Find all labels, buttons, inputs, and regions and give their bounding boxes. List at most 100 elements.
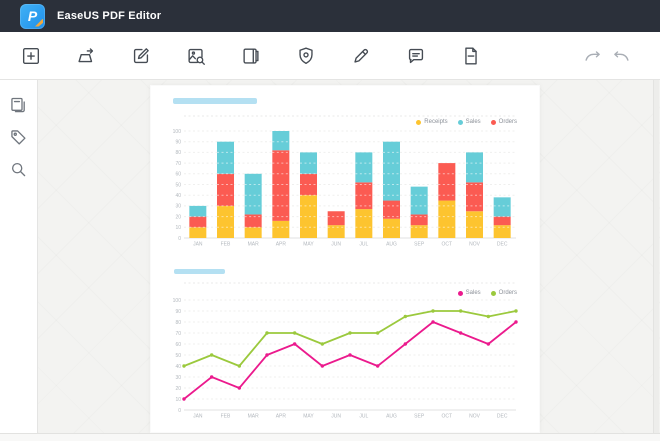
- x-axis-label: DEC: [497, 414, 508, 420]
- data-point: [292, 342, 297, 346]
- bar-segment-receipts: [272, 220, 290, 238]
- data-point: [458, 331, 463, 335]
- data-point: [431, 320, 435, 324]
- tag-icon: [11, 129, 26, 145]
- bar-chart-legend: Receipts Sales Orders: [416, 119, 517, 125]
- data-point: [265, 353, 269, 357]
- undo-arrow-icon: [614, 50, 629, 61]
- data-point: [348, 353, 352, 357]
- legend-item: Orders: [490, 290, 517, 296]
- data-point: [237, 364, 242, 368]
- y-tick-label: 70: [175, 331, 181, 337]
- forms-button[interactable]: [460, 45, 482, 67]
- bar-segment-sales: [383, 141, 400, 201]
- x-axis-label: JAN: [193, 242, 203, 248]
- bar-segment-receipts: [355, 209, 373, 238]
- x-axis-label: MAR: [248, 414, 260, 420]
- y-tick-label: 80: [175, 150, 181, 156]
- sign-button[interactable]: [350, 45, 372, 67]
- y-tick-label: 100: [173, 298, 182, 304]
- protect-button[interactable]: [295, 45, 317, 67]
- data-point: [403, 314, 408, 319]
- y-tick-label: 60: [175, 342, 181, 348]
- y-tick-label: 10: [175, 225, 181, 231]
- plus-square-icon: [22, 47, 40, 64]
- vertical-scrollbar[interactable]: [653, 80, 659, 433]
- legend-dot-icon: [457, 290, 463, 296]
- data-point: [486, 342, 491, 346]
- y-tick-label: 40: [175, 193, 181, 199]
- y-tick-label: 90: [175, 309, 181, 315]
- x-axis-label: FEB: [221, 414, 231, 420]
- edit-pencil-icon: [133, 47, 149, 63]
- pen-icon: [354, 48, 369, 63]
- data-point: [458, 309, 463, 313]
- x-axis-label: DEC: [497, 242, 508, 248]
- y-tick-label: 20: [175, 214, 181, 220]
- sidebar-bookmarks-button[interactable]: [7, 125, 31, 149]
- legend-dot-icon: [416, 119, 422, 125]
- redo-arrow-icon: [585, 50, 600, 61]
- x-axis-label: JUN: [331, 242, 341, 248]
- bar-segment-receipts: [383, 218, 400, 238]
- data-point: [182, 364, 186, 368]
- convert-button[interactable]: [75, 45, 97, 67]
- bar-segment-orders: [493, 216, 511, 226]
- title-placeholder: [173, 98, 257, 104]
- y-tick-label: 80: [175, 320, 181, 326]
- bar-segment-sales: [493, 197, 511, 217]
- bar-segment-sales: [272, 131, 290, 151]
- bar-segment-receipts: [300, 195, 317, 238]
- legend-item: Sales: [457, 119, 481, 125]
- x-axis-label: APR: [276, 414, 287, 420]
- x-axis-label: OCT: [442, 414, 453, 420]
- bar-segment-sales: [189, 205, 207, 217]
- y-tick-label: 40: [175, 364, 181, 370]
- x-axis-label: JUL: [359, 242, 368, 248]
- bar-segment-orders: [438, 163, 456, 201]
- bar-segment-orders: [466, 182, 483, 212]
- undo-button[interactable]: [610, 45, 632, 67]
- window-title: EaseUS PDF Editor: [57, 10, 162, 22]
- data-point: [209, 353, 214, 357]
- pdf-page: Receipts Sales Orders 0 10 20 30 40 50 60 70 80 90 1…: [150, 85, 540, 433]
- sidebar-thumbnails-button[interactable]: [7, 93, 31, 117]
- x-axis-label: JUN: [331, 414, 341, 420]
- bar-segment-receipts: [327, 225, 345, 238]
- data-point: [348, 331, 352, 335]
- legend-dot-icon: [490, 119, 496, 125]
- titlebar: P EaseUS PDF Editor: [0, 0, 660, 32]
- y-tick-label: 60: [175, 172, 181, 178]
- comment-button[interactable]: [405, 45, 427, 67]
- create-pdf-button[interactable]: [20, 45, 42, 67]
- pages-button[interactable]: [240, 45, 262, 67]
- legend-label: Orders: [498, 290, 517, 296]
- x-axis-label: AUG: [386, 242, 397, 248]
- ocr-button[interactable]: [185, 45, 207, 67]
- y-tick-label: 50: [175, 353, 181, 359]
- bar-segment-sales: [244, 173, 262, 215]
- edit-button[interactable]: [130, 45, 152, 67]
- data-point: [265, 331, 269, 335]
- sidebar-search-button[interactable]: [7, 157, 31, 181]
- main-toolbar: [0, 32, 660, 80]
- x-axis-label: OCT: [442, 242, 453, 248]
- bar-segment-sales: [355, 152, 373, 183]
- bar-segment-orders: [383, 200, 400, 219]
- x-axis-label: SEP: [414, 414, 425, 420]
- bar-segment-orders: [300, 173, 317, 196]
- x-axis-label: AUG: [386, 414, 397, 420]
- bar-segment-sales: [410, 186, 428, 215]
- bar-segment-orders: [410, 214, 428, 226]
- redo-button[interactable]: [582, 45, 604, 67]
- legend-label: Receipts: [424, 119, 448, 125]
- app-logo: P: [20, 3, 45, 29]
- bar-segment-orders: [272, 150, 290, 221]
- bar-segment-orders: [327, 211, 345, 226]
- bar-segment-orders: [189, 216, 207, 228]
- x-axis-label: MAY: [303, 242, 314, 248]
- stacked-bar-chart: Receipts Sales Orders 0 10 20 30 40 50 60 70 80 90 1…: [173, 114, 517, 254]
- x-axis-label: FEB: [221, 242, 231, 248]
- bar-segment-receipts: [410, 225, 428, 238]
- y-tick-label: 30: [175, 204, 181, 210]
